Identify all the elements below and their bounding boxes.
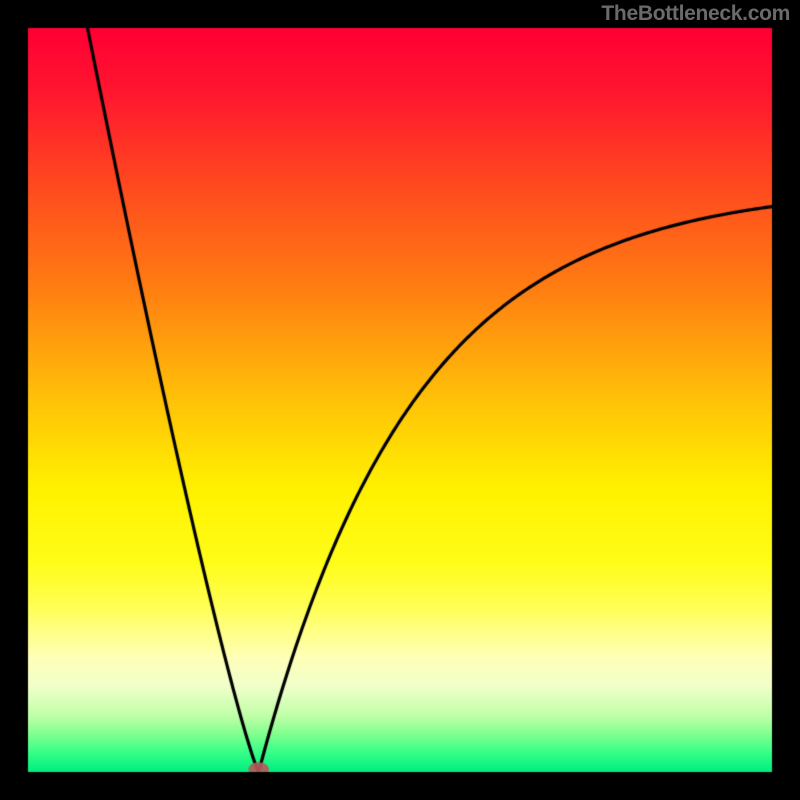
bottleneck-chart xyxy=(0,0,800,800)
watermark-text: TheBottleneck.com xyxy=(601,2,790,26)
